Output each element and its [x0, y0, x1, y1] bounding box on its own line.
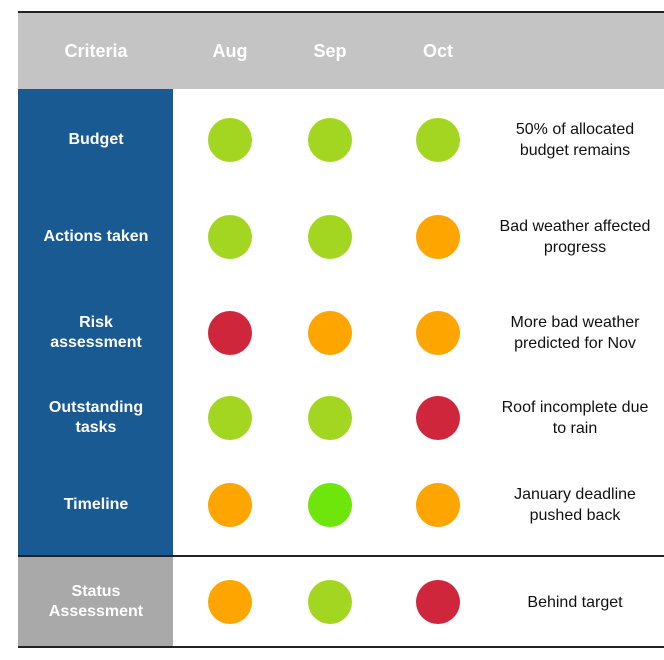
- status-dot: [308, 215, 352, 259]
- header-band: [18, 13, 664, 89]
- status-dot: [208, 215, 252, 259]
- row-label: Budget: [68, 131, 124, 148]
- row-comment: Bad weather affected progress: [499, 218, 651, 256]
- row-comment: Roof incomplete due to rain: [501, 399, 649, 437]
- summary-label: Status Assessment: [48, 583, 144, 620]
- column-header: Oct: [422, 41, 453, 61]
- row-comment: More bad weather predicted for Nov: [510, 314, 640, 352]
- bottom-border: [18, 646, 664, 648]
- row-comment: January deadline pushed back: [514, 486, 636, 524]
- criteria-column: [18, 89, 173, 555]
- status-dot: [416, 483, 460, 527]
- status-dot: [308, 396, 352, 440]
- status-dot: [208, 311, 252, 355]
- status-dot: [208, 580, 252, 624]
- row-label: Risk assessment: [50, 314, 142, 351]
- row-label: Outstanding tasks: [48, 399, 144, 436]
- column-header: Sep: [313, 41, 347, 61]
- status-dot: [416, 580, 460, 624]
- status-dot: [208, 483, 252, 527]
- status-dot: [308, 311, 352, 355]
- row-label: Actions taken: [43, 228, 149, 245]
- summary-label-cell: [18, 557, 173, 646]
- status-dot: [416, 396, 460, 440]
- status-dot: [308, 483, 352, 527]
- column-header: Aug: [212, 41, 248, 61]
- status-dot: [308, 580, 352, 624]
- status-dot: [416, 215, 460, 259]
- row-comment: 50% of allocated budget remains: [515, 121, 635, 159]
- status-dot: [416, 118, 460, 162]
- summary-comment: Behind target: [527, 593, 623, 611]
- status-dot: [208, 118, 252, 162]
- divider: [18, 555, 664, 557]
- status-dot: [208, 396, 252, 440]
- row-label: Timeline: [63, 496, 129, 513]
- top-border: [18, 11, 664, 13]
- status-dot: [308, 118, 352, 162]
- column-header: Criteria: [64, 41, 128, 61]
- status-dot: [416, 311, 460, 355]
